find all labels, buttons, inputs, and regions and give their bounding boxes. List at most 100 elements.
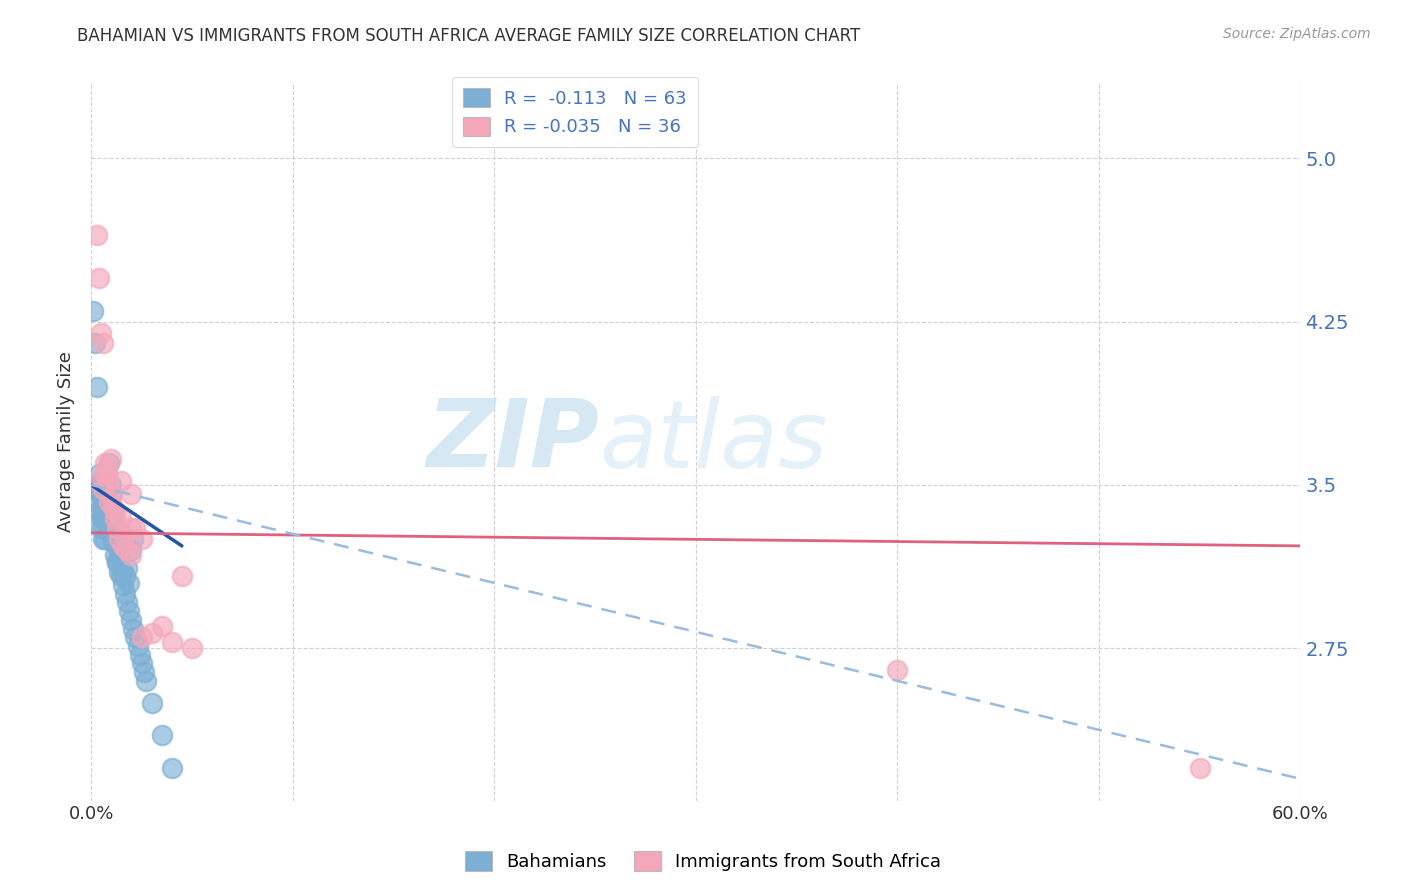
Point [131, 657, 153, 671]
Point [86, 495, 108, 509]
Point [90, 489, 112, 503]
Legend: R =  -0.113   N = 63, R = -0.035   N = 36: R = -0.113 N = 63, R = -0.035 N = 36 [451, 77, 697, 147]
Point [132, 665, 155, 680]
Point [110, 474, 132, 488]
Point [100, 489, 122, 503]
Point [84, 483, 107, 497]
Point [128, 648, 150, 662]
Point [91, 521, 114, 535]
Point [94, 489, 117, 503]
Point [98, 456, 121, 470]
Point [112, 539, 135, 553]
Point [117, 560, 139, 574]
Point [89, 467, 111, 481]
Point [105, 521, 128, 535]
Point [105, 557, 128, 571]
Point [96, 460, 118, 475]
Point [90, 510, 112, 524]
Text: atlas: atlas [599, 396, 827, 487]
Point [122, 622, 145, 636]
Point [91, 500, 114, 514]
Point [105, 554, 128, 568]
Point [96, 467, 118, 481]
Point [150, 728, 173, 742]
Point [141, 696, 163, 710]
Point [98, 517, 121, 532]
Point [98, 478, 121, 492]
Point [89, 504, 111, 518]
Point [104, 504, 127, 518]
Text: ZIP: ZIP [426, 395, 599, 487]
Point [112, 565, 135, 579]
Point [114, 587, 136, 601]
Text: BAHAMIAN VS IMMIGRANTS FROM SOUTH AFRICA AVERAGE FAMILY SIZE CORRELATION CHART: BAHAMIAN VS IMMIGRANTS FROM SOUTH AFRICA… [77, 27, 860, 45]
Point [108, 548, 131, 562]
Point [91, 510, 114, 524]
Point [86, 227, 108, 242]
Point [103, 500, 125, 514]
Point [124, 521, 146, 535]
Point [104, 510, 127, 524]
Point [135, 673, 157, 688]
Point [1188, 761, 1211, 775]
Point [91, 533, 114, 547]
Point [100, 489, 122, 503]
Point [103, 504, 125, 518]
Point [122, 533, 145, 547]
Point [100, 525, 122, 540]
Point [121, 486, 143, 500]
Point [124, 630, 146, 644]
Point [100, 478, 122, 492]
Point [91, 483, 114, 497]
Point [90, 474, 112, 488]
Point [110, 510, 132, 524]
Point [121, 548, 143, 562]
Point [94, 478, 117, 492]
Point [104, 521, 127, 535]
Point [91, 486, 114, 500]
Point [90, 326, 112, 340]
Point [96, 508, 118, 523]
Point [104, 548, 127, 562]
Point [112, 578, 135, 592]
Point [110, 569, 132, 583]
Point [89, 478, 111, 492]
Point [131, 630, 153, 644]
Point [131, 533, 153, 547]
Point [90, 521, 112, 535]
Point [108, 533, 131, 547]
Point [118, 575, 141, 590]
Point [121, 521, 143, 535]
Y-axis label: Average Family Size: Average Family Size [58, 351, 75, 532]
Point [94, 533, 117, 547]
Point [103, 534, 125, 549]
Point [160, 634, 183, 648]
Point [117, 595, 139, 609]
Point [108, 565, 131, 579]
Point [89, 474, 111, 488]
Text: Source: ZipAtlas.com: Source: ZipAtlas.com [1223, 27, 1371, 41]
Point [150, 619, 173, 633]
Point [96, 500, 118, 514]
Point [82, 303, 104, 318]
Point [94, 510, 117, 524]
Point [121, 613, 143, 627]
Legend: Bahamians, Immigrants from South Africa: Bahamians, Immigrants from South Africa [457, 844, 949, 879]
Point [96, 467, 118, 481]
Point [160, 761, 183, 775]
Point [94, 456, 117, 470]
Point [886, 663, 908, 677]
Point [98, 495, 121, 509]
Point [84, 336, 107, 351]
Point [94, 500, 117, 514]
Point [94, 491, 117, 505]
Point [86, 380, 108, 394]
Point [117, 543, 139, 558]
Point [94, 467, 117, 481]
Point [91, 336, 114, 351]
Point [105, 539, 128, 553]
Point [141, 626, 163, 640]
Point [170, 569, 193, 583]
Point [121, 543, 143, 558]
Point [181, 641, 204, 656]
